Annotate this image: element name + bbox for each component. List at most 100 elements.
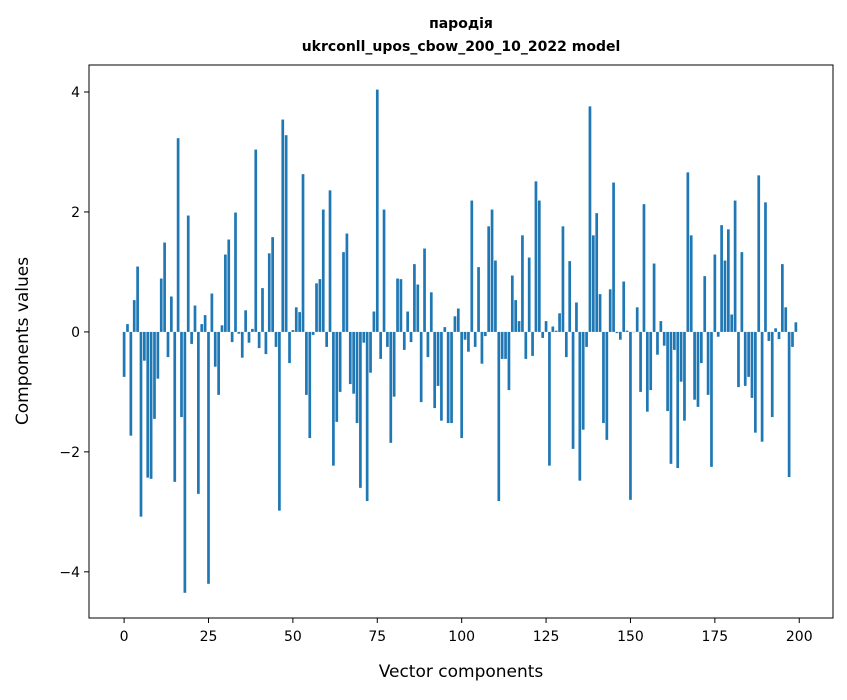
bar-component-100 xyxy=(460,332,463,438)
bar-component-20 xyxy=(190,332,193,344)
x-tick-label: 200 xyxy=(786,629,813,645)
bar-component-19 xyxy=(187,216,190,332)
bar-component-85 xyxy=(410,332,413,342)
bar-component-46 xyxy=(278,332,281,511)
bar-component-60 xyxy=(325,332,328,347)
bar-component-10 xyxy=(157,332,160,379)
bar-component-134 xyxy=(575,303,578,332)
bar-component-24 xyxy=(204,315,207,332)
bar-component-42 xyxy=(265,332,268,354)
bar-component-129 xyxy=(558,313,561,332)
bar-component-2 xyxy=(130,332,133,436)
bar-component-130 xyxy=(562,226,565,332)
bar-component-26 xyxy=(211,294,214,332)
bar-component-180 xyxy=(730,315,733,332)
x-tick-label: 25 xyxy=(200,629,218,645)
bar-component-177 xyxy=(720,225,723,332)
bar-component-44 xyxy=(271,237,274,332)
bar-component-131 xyxy=(565,332,568,357)
bar-component-1 xyxy=(126,324,129,332)
bar-component-165 xyxy=(680,332,683,382)
bar-component-114 xyxy=(508,332,511,390)
bar-component-107 xyxy=(484,332,487,336)
bar-component-43 xyxy=(268,253,271,332)
bar-component-68 xyxy=(352,332,355,394)
bar-component-153 xyxy=(639,332,642,392)
bar-component-117 xyxy=(518,321,521,332)
bar-component-187 xyxy=(754,332,757,433)
bar-component-178 xyxy=(724,261,727,332)
bar-component-157 xyxy=(653,264,656,332)
bar-component-79 xyxy=(389,332,392,443)
bar-component-35 xyxy=(241,332,244,358)
bar-component-31 xyxy=(227,240,230,332)
bar-component-155 xyxy=(646,332,649,412)
bar-component-75 xyxy=(376,90,379,332)
bar-component-120 xyxy=(528,258,531,332)
bar-component-37 xyxy=(248,332,251,343)
bars-group xyxy=(123,90,797,593)
bar-component-99 xyxy=(457,309,460,332)
bar-component-167 xyxy=(686,172,689,332)
bar-component-105 xyxy=(477,267,480,332)
bar-component-140 xyxy=(595,213,598,332)
bar-component-30 xyxy=(224,255,227,332)
bar-component-87 xyxy=(416,285,419,332)
bar-component-158 xyxy=(656,332,659,355)
bar-component-8 xyxy=(150,332,153,479)
bar-component-71 xyxy=(362,332,365,343)
bar-component-18 xyxy=(184,332,187,593)
bar-component-125 xyxy=(545,321,548,332)
y-tick-label: −4 xyxy=(59,565,80,581)
bar-component-90 xyxy=(427,332,430,357)
bar-component-141 xyxy=(599,294,602,332)
bar-component-81 xyxy=(396,279,399,332)
bar-component-65 xyxy=(342,252,345,332)
y-tick-label: −2 xyxy=(59,445,80,461)
bar-component-86 xyxy=(413,264,416,332)
bar-component-149 xyxy=(626,331,629,332)
bar-component-111 xyxy=(497,332,500,501)
y-tick-label: 2 xyxy=(71,205,80,221)
bar-component-64 xyxy=(339,332,342,392)
bar-component-138 xyxy=(589,106,592,332)
bar-component-170 xyxy=(697,332,700,407)
bar-component-23 xyxy=(200,324,203,332)
bar-component-113 xyxy=(504,332,507,359)
bar-component-123 xyxy=(538,201,541,332)
bar-component-132 xyxy=(568,261,571,332)
bar-component-28 xyxy=(217,332,220,395)
bar-component-45 xyxy=(275,332,278,347)
x-tick-label: 50 xyxy=(284,629,302,645)
bar-component-164 xyxy=(676,332,679,468)
bar-component-17 xyxy=(180,332,183,417)
bar-component-73 xyxy=(369,332,372,373)
bar-component-133 xyxy=(572,332,575,449)
bar-component-189 xyxy=(761,332,764,442)
bar-component-137 xyxy=(585,332,588,347)
bar-component-142 xyxy=(602,332,605,423)
bar-component-106 xyxy=(481,332,484,364)
bar-component-186 xyxy=(751,332,754,398)
bar-component-181 xyxy=(734,201,737,332)
x-tick-label: 0 xyxy=(120,629,129,645)
bar-component-91 xyxy=(430,292,433,332)
bar-component-110 xyxy=(494,261,497,332)
bar-component-6 xyxy=(143,332,146,361)
bar-component-83 xyxy=(403,332,406,350)
bar-component-115 xyxy=(511,276,514,332)
bar-component-9 xyxy=(153,332,156,419)
bar-component-152 xyxy=(636,307,639,332)
bar-component-5 xyxy=(140,332,143,517)
bar-component-67 xyxy=(349,332,352,384)
bar-component-63 xyxy=(335,332,338,422)
bar-component-185 xyxy=(747,332,750,377)
bar-component-122 xyxy=(535,181,538,332)
bar-component-166 xyxy=(683,332,686,421)
x-tick-label: 150 xyxy=(617,629,644,645)
bar-component-59 xyxy=(322,210,325,332)
bar-component-135 xyxy=(578,332,581,481)
bar-component-0 xyxy=(123,332,126,377)
bar-component-199 xyxy=(795,322,798,332)
